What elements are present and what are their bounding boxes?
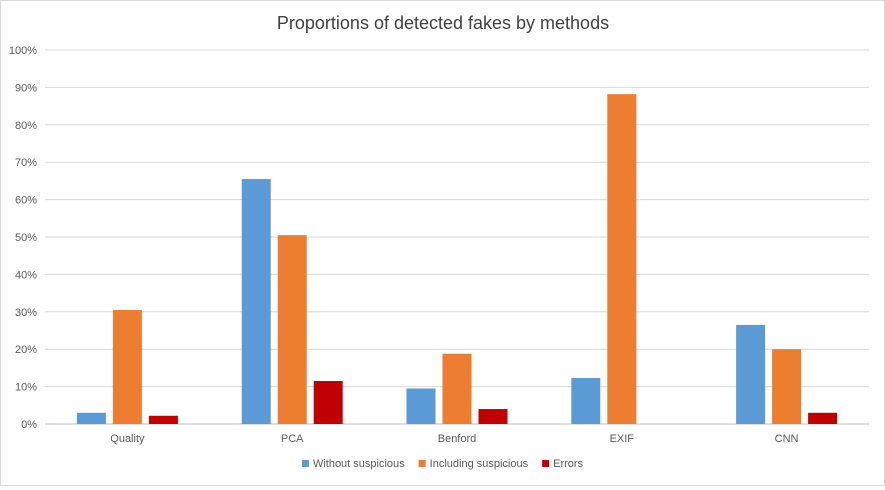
legend-swatch [301, 460, 309, 467]
legend-label: Errors [553, 458, 583, 470]
x-tick-label: Quality [110, 433, 145, 445]
legend-label: Without suspicious [313, 458, 405, 470]
bar-cnn-errors [808, 412, 838, 424]
bar-exif-without-suspicious [571, 377, 601, 424]
chart-title: Proportions of detected fakes by methods [277, 13, 609, 33]
y-tick-label: 60% [15, 195, 37, 207]
legend-swatch [418, 460, 426, 467]
y-tick-label: 20% [15, 344, 37, 356]
y-axis-ticks: 0% 10% 20% 30% 40% 50% 60% 70% 80% 90% 100% [9, 45, 37, 431]
bar-cnn-including-suspicious [772, 349, 802, 424]
bar-quality-without-suspicious [76, 412, 106, 424]
y-tick-label: 90% [15, 82, 37, 94]
x-tick-label: CNN [775, 433, 799, 445]
bars [76, 94, 838, 424]
bar-benford-without-suspicious [406, 388, 436, 424]
y-tick-label: 10% [15, 382, 37, 394]
legend-swatch [542, 460, 550, 467]
y-tick-label: 50% [15, 232, 37, 244]
bar-benford-errors [478, 409, 508, 424]
x-tick-label: Benford [438, 433, 477, 445]
legend-label: Including suspicious [430, 458, 529, 470]
bar-pca-without-suspicious [241, 179, 271, 424]
bar-pca-including-suspicious [277, 235, 307, 424]
x-tick-label: PCA [281, 433, 304, 445]
y-tick-label: 0% [21, 419, 37, 431]
x-axis-labels: Quality PCA Benford EXIF CNN [110, 433, 798, 445]
y-tick-label: 40% [15, 269, 37, 281]
y-tick-label: 100% [9, 45, 37, 57]
bar-benford-including-suspicious [442, 353, 472, 424]
gridlines [45, 49, 869, 425]
y-tick-label: 70% [15, 157, 37, 169]
bar-quality-including-suspicious [112, 309, 142, 424]
y-tick-label: 80% [15, 120, 37, 132]
x-tick-label: EXIF [610, 433, 635, 445]
bar-exif-including-suspicious [607, 94, 637, 424]
bar-cnn-without-suspicious [736, 324, 766, 424]
legend: Without suspicious Including suspicious Er… [301, 458, 584, 470]
y-tick-label: 30% [15, 307, 37, 319]
bar-quality-errors [148, 415, 178, 424]
bar-pca-errors [313, 380, 343, 424]
